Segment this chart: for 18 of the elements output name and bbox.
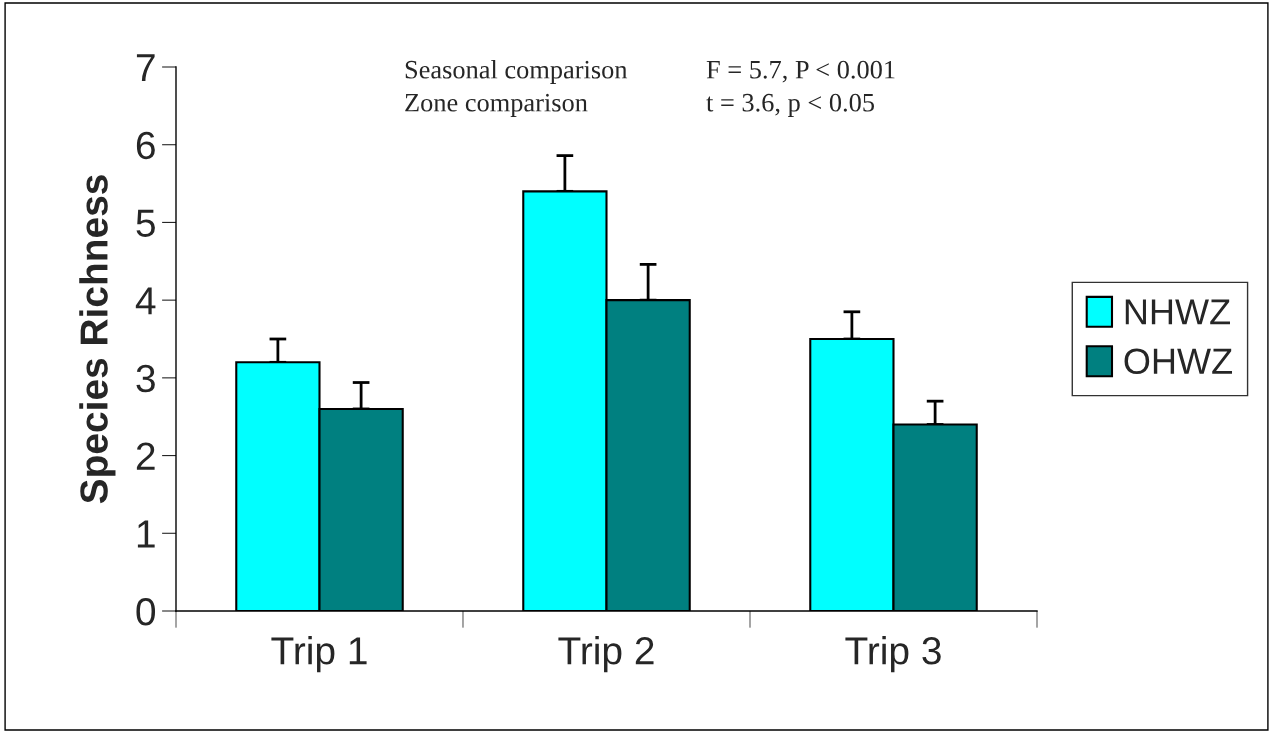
y-tick-label: 6 <box>136 131 155 160</box>
x-tick-label: Trip 2 <box>558 636 654 673</box>
x-tick-label: Trip 3 <box>845 636 941 673</box>
y-tick-label: 5 <box>136 209 155 237</box>
annotation: t = 3.6, p < 0.05 <box>706 93 875 117</box>
y-tick-label: 3 <box>136 364 155 393</box>
legend-label: NHWZ <box>1125 299 1230 325</box>
annotation: Seasonal comparison <box>405 60 628 84</box>
y-axis-title: Species Richness <box>79 175 116 504</box>
y-tick-label: 0 <box>136 597 156 626</box>
y-tick-label: 4 <box>135 287 156 315</box>
x-tick-label: Trip 1 <box>271 636 367 673</box>
annotation: Zone comparison <box>405 93 588 117</box>
y-tick-label: 1 <box>137 520 155 548</box>
y-tick-label: 7 <box>136 54 155 82</box>
annotation: F = 5.7, P < 0.001 <box>706 60 895 83</box>
y-tick-label: 2 <box>136 442 155 470</box>
legend-label: OHWZ <box>1124 348 1233 375</box>
